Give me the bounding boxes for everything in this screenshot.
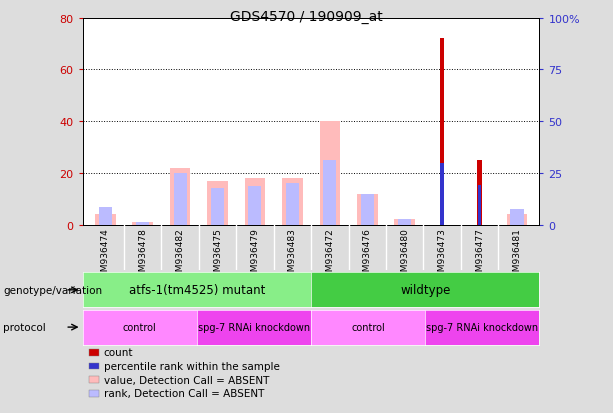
Bar <box>207 181 228 225</box>
Text: GSM936481: GSM936481 <box>512 227 522 282</box>
Text: control: control <box>123 322 157 332</box>
Text: protocol: protocol <box>3 322 46 332</box>
Text: GSM936483: GSM936483 <box>288 227 297 282</box>
Text: GSM936475: GSM936475 <box>213 227 222 282</box>
Bar <box>323 161 337 225</box>
Bar <box>478 161 482 225</box>
Text: GSM936472: GSM936472 <box>326 227 334 282</box>
Text: value, Detection Call = ABSENT: value, Detection Call = ABSENT <box>104 375 269 385</box>
Bar <box>440 163 444 225</box>
Bar <box>319 122 340 225</box>
Text: control: control <box>351 322 385 332</box>
Text: GSM936480: GSM936480 <box>400 227 409 282</box>
Text: spg-7 RNAi knockdown: spg-7 RNAi knockdown <box>198 322 310 332</box>
Text: percentile rank within the sample: percentile rank within the sample <box>104 361 280 371</box>
Text: GSM936474: GSM936474 <box>101 227 110 282</box>
Bar <box>245 178 265 225</box>
Bar <box>440 39 444 225</box>
Bar <box>211 189 224 225</box>
Text: GSM936479: GSM936479 <box>251 227 259 282</box>
Bar <box>398 220 411 225</box>
Bar <box>286 184 299 225</box>
Bar <box>136 223 149 225</box>
Bar <box>478 186 481 225</box>
Bar <box>173 173 186 225</box>
Text: wildtype: wildtype <box>400 284 451 297</box>
Text: GSM936477: GSM936477 <box>475 227 484 282</box>
Bar <box>511 210 524 225</box>
Text: rank, Detection Call = ABSENT: rank, Detection Call = ABSENT <box>104 388 264 398</box>
Text: GSM936473: GSM936473 <box>438 227 447 282</box>
Text: GDS4570 / 190909_at: GDS4570 / 190909_at <box>230 10 383 24</box>
Text: atfs-1(tm4525) mutant: atfs-1(tm4525) mutant <box>129 284 265 297</box>
Bar <box>95 215 115 225</box>
Text: spg-7 RNAi knockdown: spg-7 RNAi knockdown <box>426 322 538 332</box>
Bar <box>132 223 153 225</box>
Bar <box>248 186 262 225</box>
Bar <box>507 215 527 225</box>
Text: genotype/variation: genotype/variation <box>3 285 102 295</box>
Text: count: count <box>104 347 133 357</box>
Bar <box>282 178 303 225</box>
Text: GSM936476: GSM936476 <box>363 227 371 282</box>
Bar <box>170 169 191 225</box>
Bar <box>360 194 374 225</box>
Text: GSM936482: GSM936482 <box>175 227 185 282</box>
Bar <box>357 194 378 225</box>
Bar <box>394 220 415 225</box>
Text: GSM936478: GSM936478 <box>138 227 147 282</box>
Bar <box>99 207 112 225</box>
